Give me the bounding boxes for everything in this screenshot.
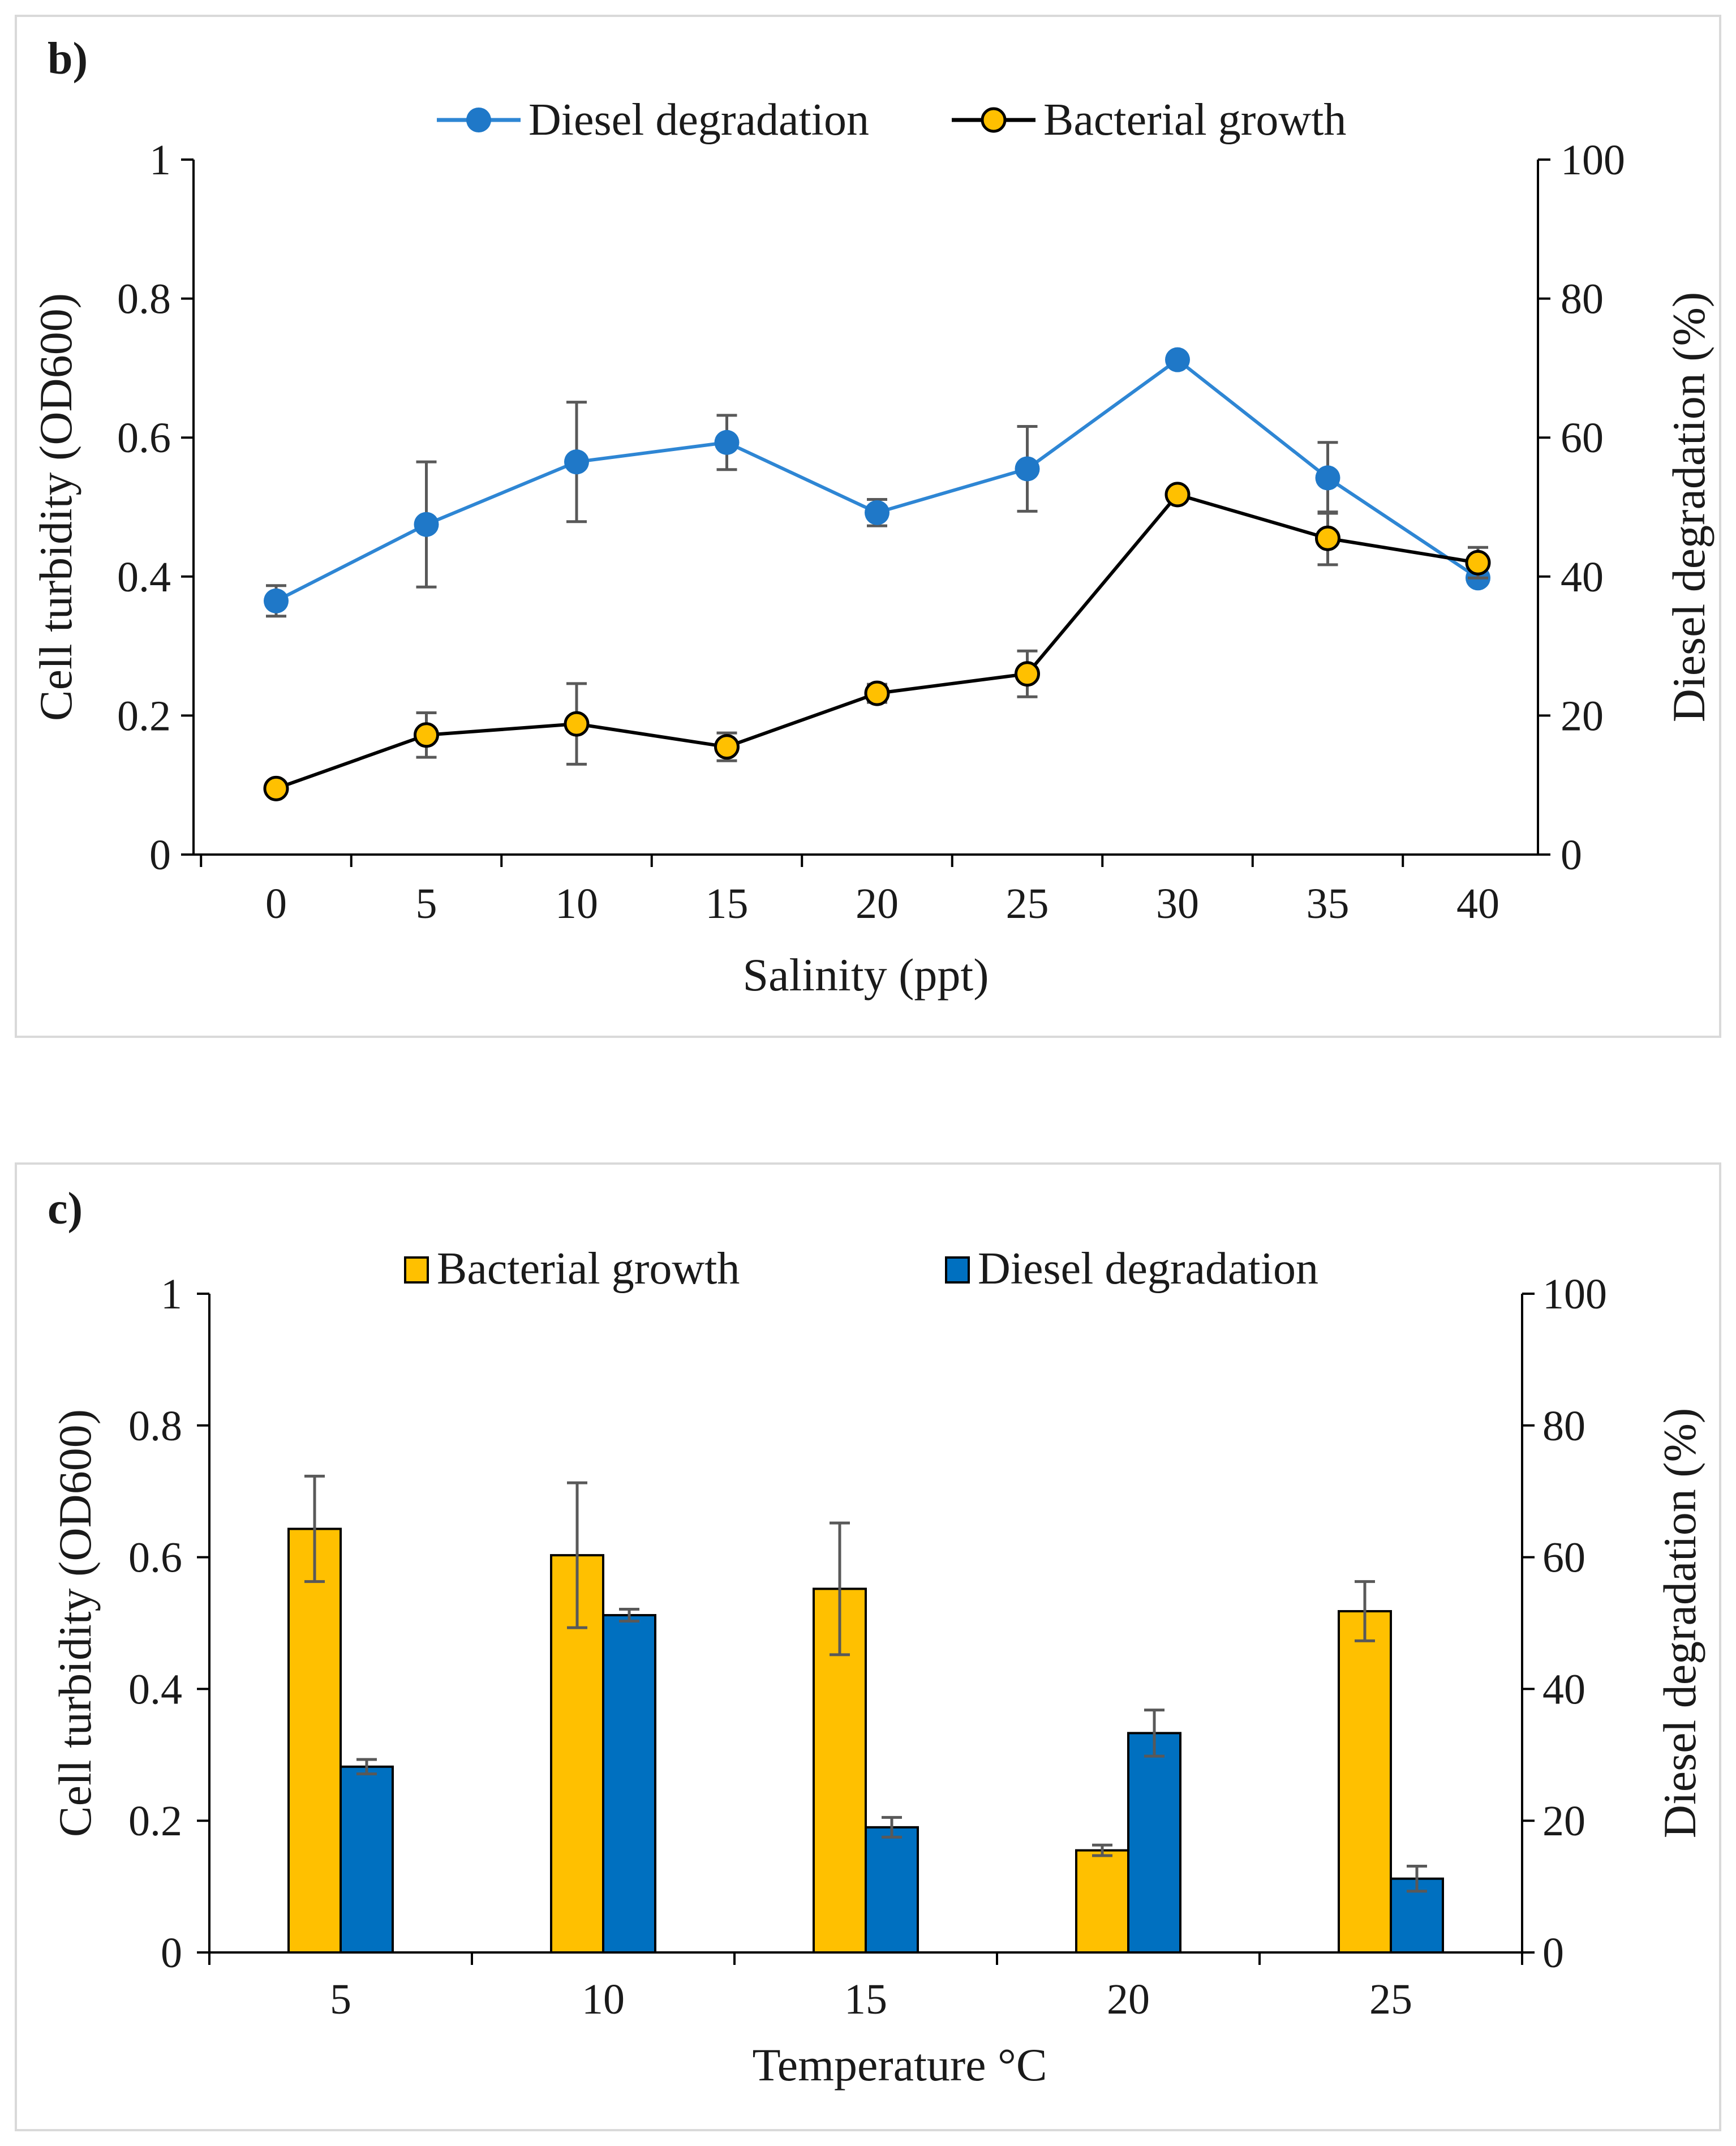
y2-tick-label: 0 — [1561, 831, 1582, 879]
bar-bacterial — [287, 1527, 342, 1954]
x-tick-label: 25 — [1369, 1976, 1412, 2023]
data-point-diesel — [714, 430, 740, 455]
x-axis-title: Temperature °C — [752, 2039, 1047, 2091]
y-ticks-left: 0 0.2 0.4 0.6 0.8 1 — [128, 1271, 182, 1977]
data-point-bacterial — [1015, 661, 1040, 687]
legend-swatch-bacterial — [404, 1256, 429, 1284]
x-tick-label: 5 — [416, 880, 437, 928]
data-point-diesel — [1165, 347, 1190, 372]
x-ticks: 0 5 10 15 20 25 30 35 40 — [265, 880, 1499, 928]
x-axis-title: Salinity (ppt) — [742, 949, 989, 1001]
bar-diesel — [340, 1765, 394, 1954]
panel-label: c) — [48, 1184, 83, 1234]
y2-axis-title: Diesel degradation (%) — [1654, 1408, 1705, 1838]
y-tick-label: 1 — [161, 1271, 182, 1318]
y-tick-label: 0.2 — [117, 692, 171, 740]
y-tick-label: 0.8 — [117, 276, 171, 323]
bar-diesel — [1127, 1732, 1181, 1954]
salinity-line-chart: b) Diesel degradation Bacterial growth 0… — [30, 34, 1714, 1001]
y2-tick-label: 60 — [1561, 414, 1604, 462]
panel-label: b) — [48, 34, 88, 84]
legend-label-diesel: Diesel degradation — [978, 1244, 1318, 1294]
data-point-diesel — [1015, 456, 1040, 482]
y2-tick-label: 100 — [1542, 1271, 1607, 1318]
y-axis-title: Cell turbidity (OD600) — [49, 1409, 101, 1837]
legend-label-diesel: Diesel degradation — [528, 95, 869, 145]
panel-b-salinity-chart: b) Diesel degradation Bacterial growth 0… — [15, 15, 1721, 1038]
y-ticks-right: 0 20 40 60 80 100 — [1542, 1271, 1607, 1977]
legend-swatch-diesel — [945, 1256, 970, 1284]
plot-area — [197, 1293, 1535, 1965]
x-tick-label: 20 — [1107, 1976, 1150, 2023]
y-tick-label: 0.4 — [117, 553, 171, 601]
series-line-bacterial — [275, 492, 1479, 791]
data-point-bacterial — [564, 711, 590, 737]
legend-marker-diesel — [466, 108, 491, 132]
data-point-diesel — [264, 588, 289, 613]
y-tick-label: 0.2 — [128, 1797, 182, 1845]
panel-c-temperature-chart: c) Bacterial growth Diesel degradation 0… — [15, 1162, 1721, 2131]
legend-marker-bacterial — [981, 107, 1007, 133]
y-axis-title: Cell turbidity (OD600) — [30, 293, 81, 721]
legend: Bacterial growth Diesel degradation — [404, 1244, 1318, 1294]
x-ticks: 5 10 15 20 25 — [330, 1976, 1412, 2023]
y-tick-label: 0.6 — [128, 1534, 182, 1582]
data-point-diesel — [865, 500, 890, 525]
bar-bacterial — [1338, 1610, 1392, 1954]
y2-tick-label: 20 — [1542, 1797, 1585, 1845]
y2-tick-label: 100 — [1561, 136, 1625, 184]
x-tick-label: 25 — [1006, 880, 1049, 928]
data-point-bacterial — [414, 722, 439, 748]
legend-label-bacterial: Bacterial growth — [437, 1244, 740, 1294]
data-point-bacterial — [1465, 550, 1491, 576]
x-tick-label: 10 — [555, 880, 598, 928]
y2-tick-label: 40 — [1561, 553, 1604, 601]
legend: Diesel degradation Bacterial growth — [437, 95, 1346, 145]
x-tick-label: 10 — [582, 1976, 625, 2023]
y-tick-label: 1 — [149, 136, 171, 184]
x-tick-label: 15 — [706, 880, 749, 928]
y-tick-label: 0 — [161, 1929, 182, 1977]
y2-tick-label: 0 — [1542, 1929, 1564, 1977]
data-point-diesel — [414, 512, 439, 537]
data-point-bacterial — [714, 734, 740, 760]
data-point-diesel — [564, 449, 589, 475]
bar-diesel — [865, 1826, 919, 1954]
x-tick-label: 20 — [856, 880, 899, 928]
x-tick-label: 40 — [1456, 880, 1499, 928]
x-tick-label: 0 — [265, 880, 287, 928]
x-tick-label: 30 — [1156, 880, 1199, 928]
plot-area — [181, 158, 1550, 867]
data-point-diesel — [1315, 465, 1340, 491]
y-tick-label: 0 — [149, 831, 171, 879]
x-tick-label: 15 — [844, 1976, 887, 2023]
bar-diesel — [602, 1614, 656, 1954]
y-tick-label: 0.6 — [117, 414, 171, 462]
y-ticks-left: 0 0.2 0.4 0.6 0.8 1 — [117, 136, 171, 879]
y-tick-label: 0.4 — [128, 1666, 182, 1713]
y2-tick-label: 20 — [1561, 692, 1604, 740]
y2-tick-label: 60 — [1542, 1534, 1585, 1582]
x-tick-label: 35 — [1307, 880, 1350, 928]
x-tick-label: 5 — [330, 1976, 351, 2023]
data-point-bacterial — [864, 680, 890, 706]
series-line-diesel — [275, 357, 1479, 603]
y2-tick-label: 80 — [1542, 1402, 1585, 1450]
temperature-bar-chart: c) Bacterial growth Diesel degradation 0… — [48, 1184, 1705, 2091]
y2-tick-label: 80 — [1561, 276, 1604, 323]
y-tick-label: 0.8 — [128, 1402, 182, 1450]
legend-label-bacterial: Bacterial growth — [1043, 95, 1346, 145]
bar-bacterial — [1075, 1849, 1129, 1954]
data-point-bacterial — [263, 775, 289, 801]
data-point-bacterial — [1165, 482, 1191, 508]
y-ticks-right: 0 20 40 60 80 100 — [1561, 136, 1625, 879]
y2-tick-label: 40 — [1542, 1666, 1585, 1713]
data-point-bacterial — [1315, 525, 1340, 551]
y2-axis-title: Diesel degradation (%) — [1663, 292, 1714, 722]
